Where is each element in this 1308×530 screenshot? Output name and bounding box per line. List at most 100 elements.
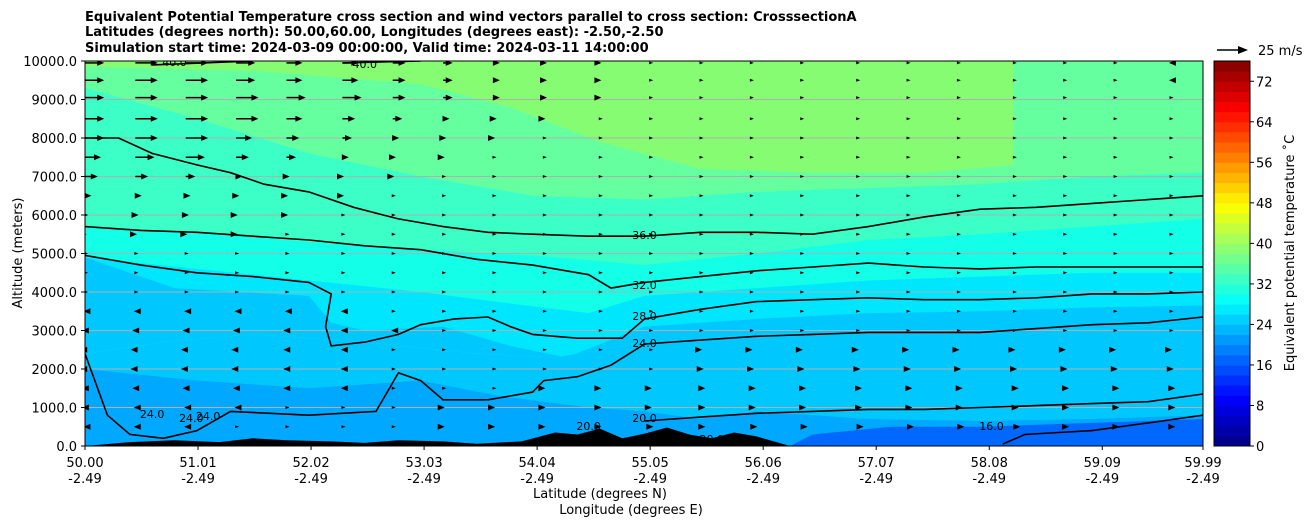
x-tick-label-lat: 56.06 — [745, 456, 782, 471]
wind-vector — [489, 115, 497, 122]
wind-vector — [442, 386, 447, 390]
wind-vector — [1063, 136, 1068, 140]
wind-vector — [134, 252, 139, 255]
wind-vector — [1063, 309, 1068, 313]
wind-vector — [745, 346, 753, 353]
y-tick-label: 2000.0 — [32, 363, 78, 378]
wind-vector — [906, 78, 911, 82]
wind-vector — [699, 96, 704, 100]
wind-vector — [749, 175, 754, 178]
wind-vector — [856, 329, 861, 332]
wind-vector — [235, 271, 240, 275]
wind-vector — [492, 309, 497, 313]
colorbar-segment — [1214, 81, 1250, 92]
wind-vector — [856, 78, 861, 82]
wind-vector — [1169, 155, 1174, 159]
wind-vector — [341, 154, 349, 161]
wind-vector — [699, 117, 704, 121]
wind-vector — [955, 385, 963, 392]
wind-vector — [1113, 96, 1118, 100]
wind-vector — [1113, 136, 1118, 140]
wind-vector — [85, 423, 91, 430]
wind-vector — [135, 154, 155, 161]
colorbar-segment — [1214, 152, 1250, 163]
wind-vector — [749, 329, 754, 332]
y-tick-label: 5000.0 — [32, 248, 78, 263]
wind-vector — [236, 77, 256, 84]
wind-vector — [85, 346, 88, 353]
wind-vector — [85, 252, 88, 255]
wind-vector — [649, 194, 654, 198]
wind-vector — [1112, 404, 1120, 411]
contour-label: 24.0 — [196, 410, 221, 423]
wind-vector — [800, 155, 805, 159]
wind-vector — [442, 115, 450, 122]
wind-vector — [340, 327, 348, 334]
wind-vector — [185, 154, 205, 161]
wind-vector — [492, 213, 497, 217]
wind-vector — [1113, 78, 1118, 82]
wind-vector — [906, 194, 911, 198]
wind-vector — [540, 61, 548, 66]
colorbar-segment — [1214, 294, 1250, 305]
wind-vector — [185, 135, 209, 141]
wind-vector — [957, 423, 965, 430]
contour-line-32.0 — [85, 225, 1203, 289]
wind-vector — [1012, 117, 1017, 121]
wind-vector — [391, 271, 396, 275]
wind-vector — [85, 308, 91, 315]
wind-vector — [1008, 346, 1016, 353]
colorbar-tick-label: 24 — [1256, 318, 1273, 333]
y-tick-label: 7000.0 — [32, 171, 78, 186]
wind-vector — [748, 404, 756, 411]
wind-vector — [1113, 213, 1118, 217]
wind-vector — [856, 117, 861, 121]
contour-line-16.0 — [1002, 414, 1203, 445]
wind-vector — [1012, 175, 1017, 178]
colorbar-segment — [1214, 415, 1250, 427]
x-tick-label-lon: -2.49 — [1085, 472, 1119, 487]
wind-vector — [540, 77, 548, 84]
wind-vector — [956, 213, 961, 217]
contour-label: 20.0 — [632, 412, 657, 425]
wind-vector — [1063, 194, 1068, 198]
wind-vector — [235, 252, 240, 255]
y-axis-label: Altitude (meters) — [11, 198, 26, 309]
wind-vector — [749, 61, 754, 65]
wind-vector — [956, 61, 961, 65]
wind-vector — [391, 194, 396, 198]
wind-vector — [286, 135, 300, 141]
wind-vector — [856, 290, 861, 294]
wind-vector — [183, 192, 191, 199]
wind-vector — [492, 61, 500, 66]
wind-vector — [488, 404, 496, 411]
wind-vector — [956, 271, 961, 275]
wind-vector — [594, 385, 602, 392]
wind-vector — [956, 175, 961, 178]
wind-vector — [956, 232, 961, 236]
colorbar-tick-label: 40 — [1256, 237, 1273, 252]
wind-vector — [956, 78, 961, 82]
wind-vector — [1012, 61, 1017, 65]
contour-labels: 40.0 40.036.032.028.024.024.024.024.0 20.0… — [140, 61, 1004, 446]
wind-vector — [856, 309, 861, 313]
wind-vector — [699, 155, 704, 159]
wind-vector — [749, 117, 754, 121]
wind-vector — [699, 252, 704, 255]
wind-vector — [341, 290, 346, 294]
wind-vector — [856, 96, 861, 100]
wind-vector — [391, 290, 396, 294]
colorbar-segment — [1214, 324, 1250, 336]
wind-vector — [598, 329, 603, 332]
wind-vector — [442, 271, 447, 275]
wind-vector — [283, 366, 291, 372]
wind-vector — [906, 213, 911, 217]
x-axis-label-latitude: Latitude (degrees N) — [533, 487, 667, 502]
wind-vector — [281, 212, 289, 218]
x-tick-label-lat: 59.09 — [1084, 456, 1121, 471]
colorbar-segment — [1214, 405, 1250, 417]
wind-vector — [387, 173, 395, 180]
colorbar-segment — [1214, 121, 1250, 133]
wind-vector — [542, 155, 547, 159]
wind-vector — [1012, 194, 1017, 198]
